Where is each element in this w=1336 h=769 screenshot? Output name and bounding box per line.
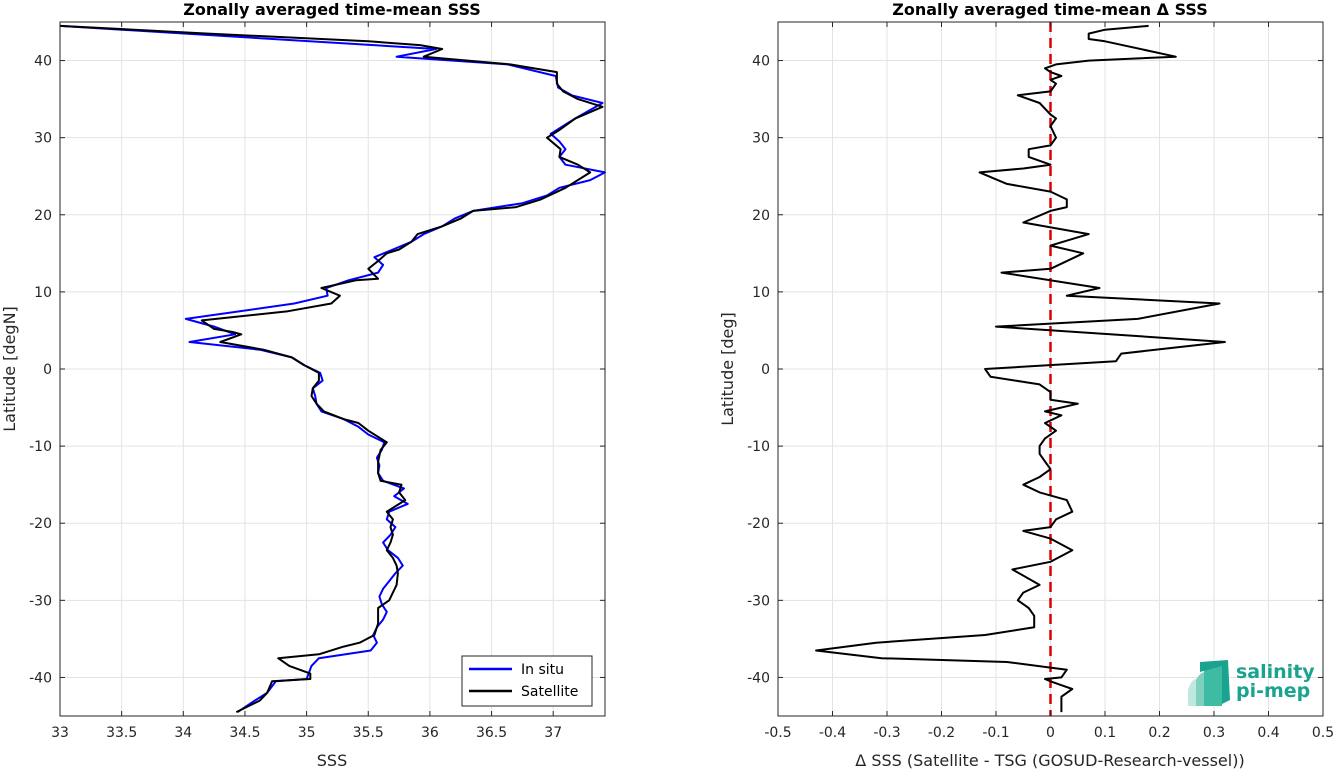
right-x-tick-label: -0.3	[873, 725, 900, 741]
left-x-tick-label: 37	[544, 725, 562, 741]
right-y-tick-label: 10	[752, 285, 770, 301]
right-y-tick-label: 0	[761, 362, 770, 378]
delta-sss-series-line	[815, 24, 1226, 713]
left-y-axis-label: Latitude [degN]	[0, 306, 19, 432]
right-x-tick-label: 0.5	[1312, 725, 1334, 741]
right-x-tick-label: 0.3	[1203, 725, 1225, 741]
legend-label-satellite: Satellite	[521, 684, 578, 700]
left-panel: 33 33.5 34 34.5 35 35.5 36 36.5 37 -40 -30 -20 -10 0 1…	[0, 0, 606, 769]
legend-label-in-situ: In situ	[521, 662, 564, 678]
right-y-tick-label: 30	[752, 131, 770, 147]
left-y-tick-label: 10	[34, 285, 52, 301]
right-x-tick-label: -0.4	[819, 725, 846, 741]
left-x-tick-label: 33	[51, 725, 69, 741]
right-x-tick-label: -0.1	[982, 725, 1009, 741]
right-y-tick-label: 40	[752, 54, 770, 70]
left-series-lines	[59, 24, 606, 713]
right-y-tick-label: -40	[747, 670, 770, 686]
right-y-tick-label: 20	[752, 208, 770, 224]
right-y-axis-label: Latitude [deg]	[718, 312, 737, 426]
right-x-tick-label: -0.5	[764, 725, 791, 741]
right-tick-labels: -0.5 -0.4 -0.3 -0.2 -0.1 0 0.1 0.2 0.3 0.4 0.5 -40 -…	[747, 22, 1334, 741]
left-y-tick-label: 40	[34, 54, 52, 70]
left-x-tick-label: 35	[298, 725, 316, 741]
left-y-tick-label: -40	[29, 670, 52, 686]
right-x-tick-label: 0.1	[1094, 725, 1116, 741]
logo-text-pi-mep: pi-mep	[1236, 680, 1310, 702]
right-x-axis-label: Δ SSS (Satellite - TSG (GOSUD-Research-v…	[855, 751, 1244, 769]
right-y-tick-label: -20	[747, 516, 770, 532]
right-y-tick-label: -10	[747, 439, 770, 455]
left-x-tick-label: 34	[174, 725, 192, 741]
left-x-tick-label: 33.5	[106, 725, 137, 741]
legend: In situ Satellite	[461, 655, 593, 707]
left-x-tick-label: 36	[421, 725, 439, 741]
waves-logo-icon	[1188, 660, 1230, 706]
left-y-tick-label: 20	[34, 208, 52, 224]
salinity-pi-mep-logo: salinity pi-mep	[1188, 660, 1315, 706]
left-x-axis-label: SSS	[317, 751, 347, 769]
left-y-tick-label: 30	[34, 131, 52, 147]
left-chart-title: Zonally averaged time-mean SSS	[183, 0, 481, 19]
satellite-series-line	[59, 24, 604, 713]
right-panel: -0.5 -0.4 -0.3 -0.2 -0.1 0 0.1 0.2 0.3 0.4 0.5 -40 -…	[718, 0, 1334, 769]
left-x-tick-label: 35.5	[353, 725, 384, 741]
right-x-tick-label: 0	[1046, 725, 1055, 741]
right-x-tick-label: 0.2	[1148, 725, 1170, 741]
left-x-tick-label: 36.5	[476, 725, 507, 741]
right-chart-title: Zonally averaged time-mean Δ SSS	[892, 0, 1208, 19]
left-y-tick-label: 0	[43, 362, 52, 378]
right-series-lines	[815, 24, 1226, 713]
logo-text-salinity: salinity	[1236, 661, 1315, 683]
left-y-tick-label: -10	[29, 439, 52, 455]
left-y-tick-label: -30	[29, 593, 52, 609]
left-y-tick-label: -20	[29, 516, 52, 532]
legend-box	[461, 655, 593, 707]
left-x-tick-label: 34.5	[229, 725, 260, 741]
right-x-tick-label: -0.2	[928, 725, 955, 741]
left-tick-labels: 33 33.5 34 34.5 35 35.5 36 36.5 37 -40 -30 -20 -10 0 1…	[29, 22, 605, 741]
right-y-tick-label: -30	[747, 593, 770, 609]
right-x-tick-label: 0.4	[1257, 725, 1279, 741]
